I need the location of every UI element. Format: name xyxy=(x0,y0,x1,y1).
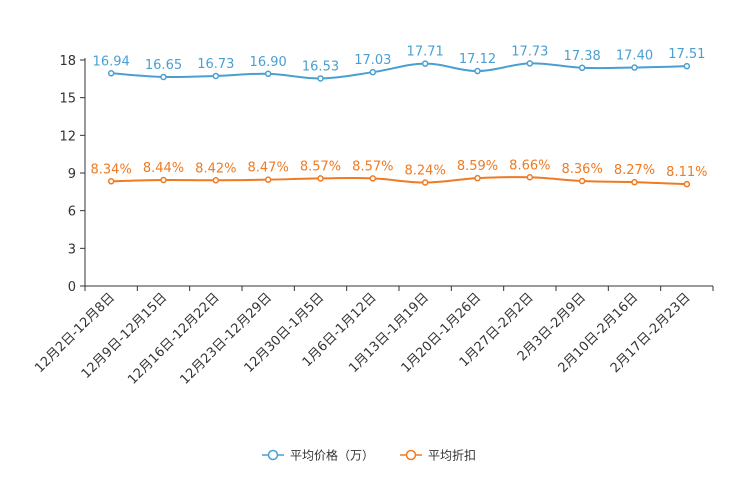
data-point[interactable] xyxy=(160,176,167,184)
data-point[interactable] xyxy=(369,68,377,76)
legend-item-1[interactable]: 平均折扣 xyxy=(400,448,476,463)
data-point[interactable] xyxy=(264,176,272,183)
data-point[interactable] xyxy=(160,73,167,81)
y-tick-label: 15 xyxy=(59,92,76,107)
legend-label: 平均价格（万） xyxy=(290,448,374,463)
data-label: 8.36% xyxy=(562,162,603,177)
data-point[interactable] xyxy=(317,75,324,82)
y-tick-label: 0 xyxy=(68,280,76,295)
series-line-0 xyxy=(111,62,687,80)
x-tick-label: 12月16日-12月22日 xyxy=(125,290,222,387)
data-label: 8.11% xyxy=(666,165,707,180)
data-point[interactable] xyxy=(212,72,220,80)
data-point[interactable] xyxy=(474,174,481,182)
data-label: 16.73 xyxy=(197,57,234,72)
data-point[interactable] xyxy=(107,70,115,77)
data-label: 17.40 xyxy=(616,49,653,64)
data-point[interactable] xyxy=(369,175,377,182)
data-point[interactable] xyxy=(526,174,534,181)
data-label: 8.44% xyxy=(143,161,184,176)
data-point[interactable] xyxy=(212,177,220,184)
data-label: 17.12 xyxy=(459,52,496,67)
series-line-1 xyxy=(111,176,687,186)
data-label: 8.42% xyxy=(195,161,236,176)
legend-item-0[interactable]: 平均价格（万） xyxy=(262,448,374,463)
data-point[interactable] xyxy=(264,70,272,78)
y-tick-label: 6 xyxy=(68,205,76,220)
x-tick-label: 12月23日-12月29日 xyxy=(178,290,275,387)
data-label: 8.59% xyxy=(457,159,498,174)
axes: 036912151812月2日-12月8日12月9日-12月15日12月16日-… xyxy=(32,54,714,388)
data-point[interactable] xyxy=(317,175,324,182)
data-point[interactable] xyxy=(631,64,638,71)
data-label: 17.03 xyxy=(354,53,391,68)
data-label: 8.27% xyxy=(614,163,655,178)
data-point[interactable] xyxy=(474,67,481,75)
data-label: 16.65 xyxy=(145,58,182,73)
data-label: 17.73 xyxy=(511,44,548,59)
data-label: 8.66% xyxy=(509,158,550,173)
data-label: 17.51 xyxy=(668,47,705,62)
legend-marker-icon xyxy=(405,449,417,461)
data-point[interactable] xyxy=(578,177,586,185)
data-label: 17.38 xyxy=(564,49,601,64)
data-point[interactable] xyxy=(421,179,429,186)
data-label: 17.71 xyxy=(407,45,444,60)
legend[interactable]: 平均价格（万） 平均折扣 xyxy=(262,448,476,463)
data-label: 16.53 xyxy=(302,59,339,74)
series-layer xyxy=(107,60,691,188)
data-point[interactable] xyxy=(683,62,691,70)
data-label: 8.47% xyxy=(248,161,289,176)
data-label: 16.94 xyxy=(93,54,130,69)
data-label: 8.57% xyxy=(300,159,341,174)
data-point[interactable] xyxy=(107,178,115,185)
data-label: 8.24% xyxy=(405,164,446,179)
y-tick-label: 18 xyxy=(59,54,76,69)
y-tick-label: 3 xyxy=(68,242,76,257)
data-point[interactable] xyxy=(421,60,429,67)
y-tick-label: 9 xyxy=(68,167,76,182)
y-tick-label: 12 xyxy=(59,129,76,144)
data-point[interactable] xyxy=(526,60,534,67)
data-point[interactable] xyxy=(631,178,638,186)
data-label: 16.90 xyxy=(250,55,287,70)
data-point[interactable] xyxy=(578,64,586,72)
legend-marker-icon xyxy=(267,449,279,461)
data-point[interactable] xyxy=(683,180,691,188)
data-label: 8.34% xyxy=(91,162,132,177)
value-labels: 16.94 16.65 16.73 16.90 16.53 17.03 17.71 17.12… xyxy=(91,44,708,180)
data-label: 8.57% xyxy=(352,159,393,174)
legend-label: 平均折扣 xyxy=(428,448,476,463)
